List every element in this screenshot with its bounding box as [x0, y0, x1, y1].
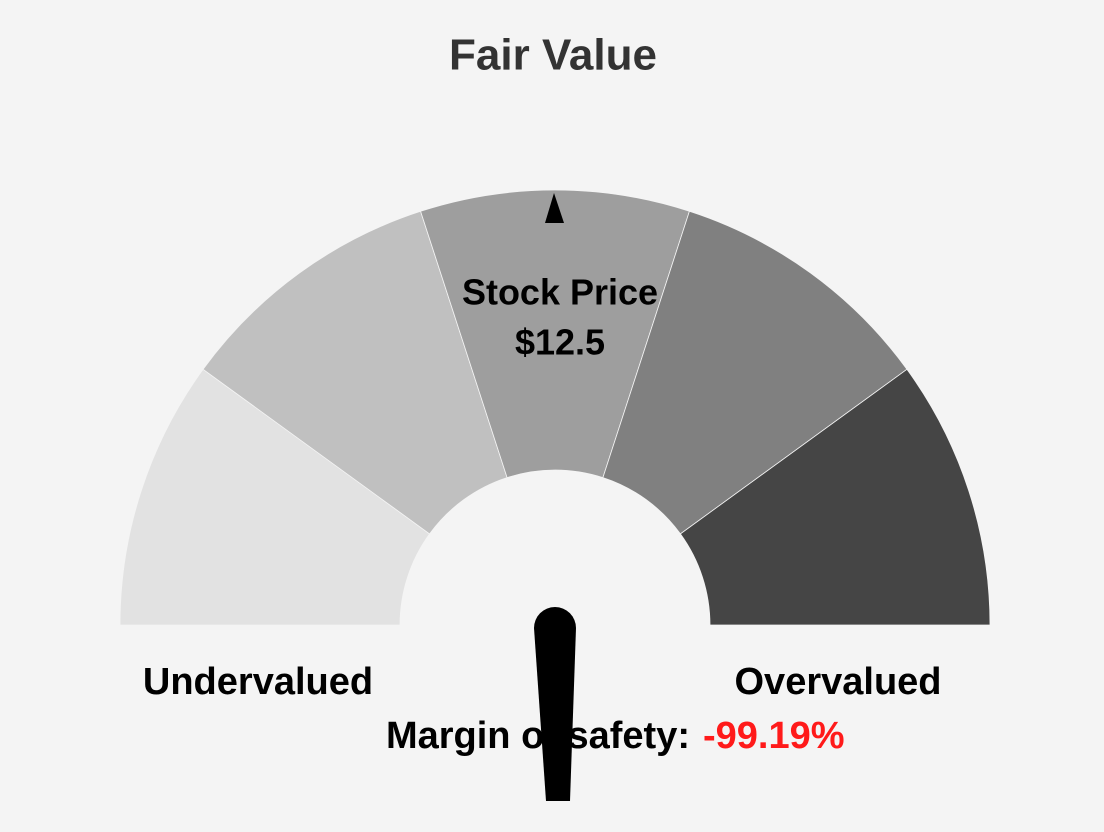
margin-label: Margin of safety: — [386, 715, 690, 757]
pointer-arrow — [545, 193, 564, 223]
price-value: $12.5 — [515, 322, 605, 363]
needle — [534, 607, 576, 801]
chart-title: Fair Value — [449, 31, 657, 80]
margin-value: -99.19% — [703, 715, 845, 757]
gauge-segment — [602, 210, 908, 535]
gauge-segment — [679, 368, 991, 626]
gauge-segment — [202, 210, 508, 535]
price-label: Stock Price — [462, 272, 658, 313]
gauge-segment — [420, 189, 690, 479]
gauge — [119, 189, 991, 626]
gauge-segment — [119, 368, 431, 626]
high-label: Overvalued — [735, 661, 942, 703]
low-label: Undervalued — [143, 661, 373, 703]
